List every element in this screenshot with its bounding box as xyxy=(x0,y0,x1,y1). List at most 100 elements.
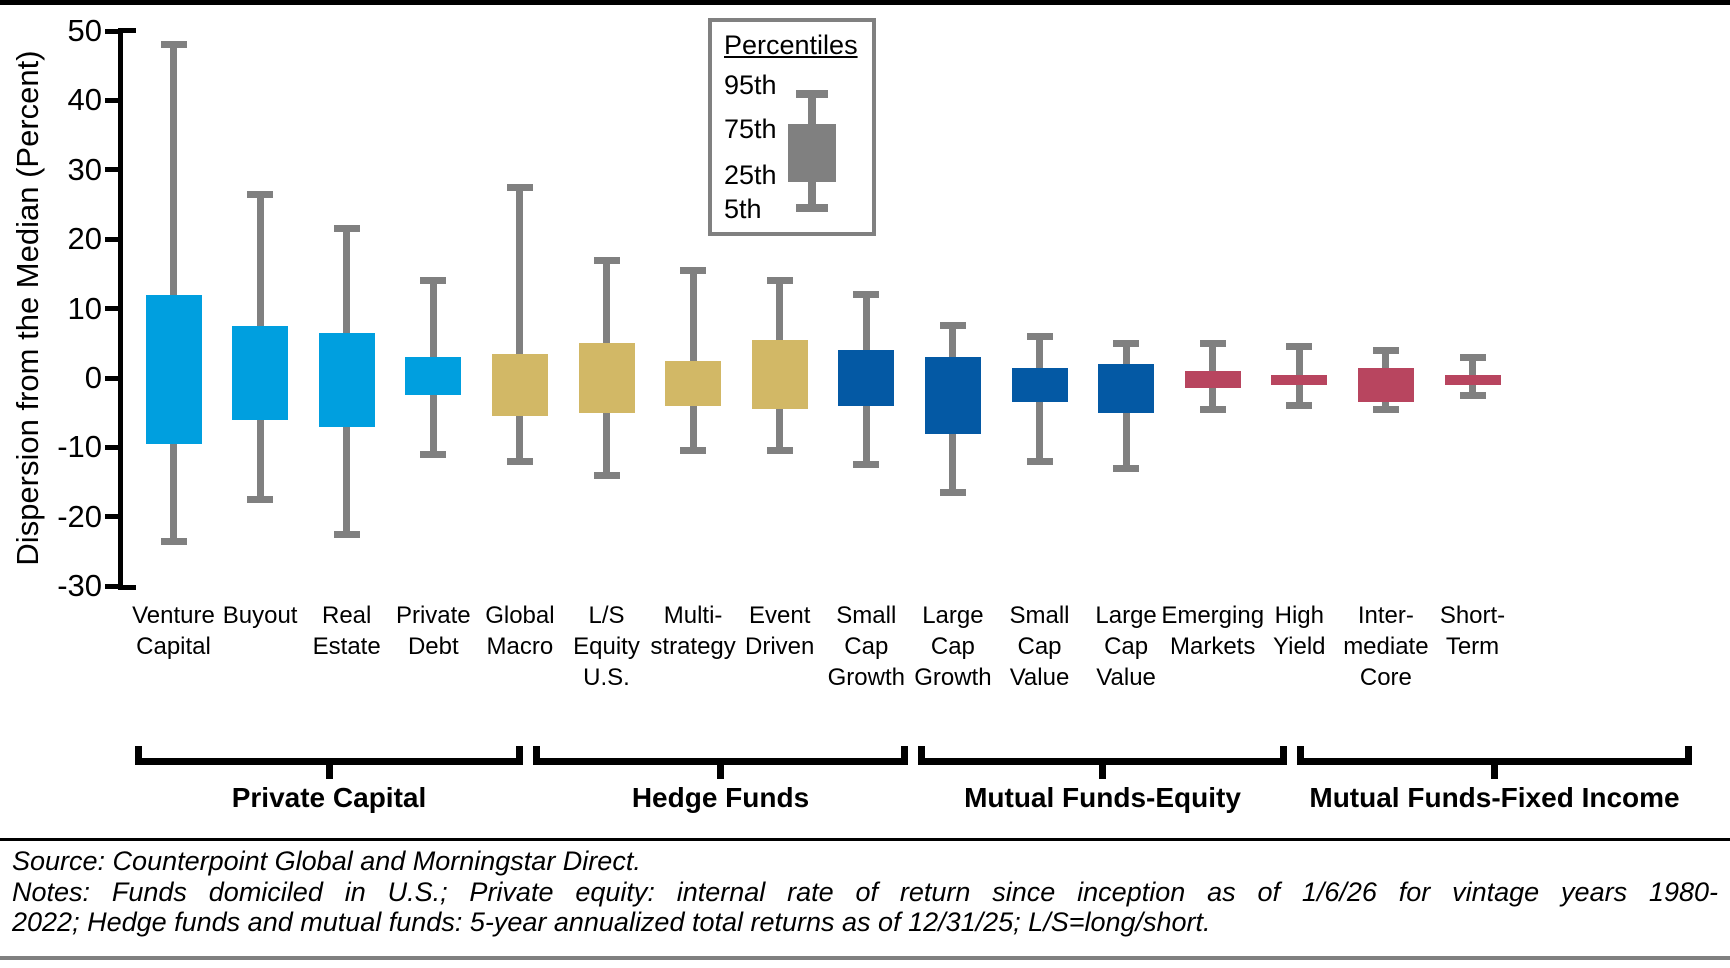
y-tick-label: 10 xyxy=(67,290,102,326)
x-category-label-line: Small xyxy=(836,602,897,629)
whisker-cap-p95 xyxy=(766,277,793,285)
legend-label-95th: 95th xyxy=(724,70,777,100)
whisker-cap-p5 xyxy=(247,495,274,503)
whisker-cap-p5 xyxy=(853,461,880,469)
x-category-label-line: Short- xyxy=(1439,602,1506,629)
bracket-bar xyxy=(1297,758,1692,765)
whisker-cap-p95 xyxy=(333,225,360,233)
legend-whisker-cap-top xyxy=(796,90,828,98)
x-category-label-line: Cap xyxy=(1017,633,1062,660)
whisker-cap-p5 xyxy=(420,450,447,458)
x-category-label: Buyout xyxy=(202,600,318,631)
y-tick-label: -10 xyxy=(57,429,102,465)
box-p75-p25 xyxy=(751,339,808,410)
x-category-label: Short- Term xyxy=(1415,600,1531,662)
whisker xyxy=(170,44,177,542)
x-category-label-line: Growth xyxy=(914,664,992,691)
x-category-label: Small Cap Value xyxy=(982,600,1098,693)
legend-iqr-box xyxy=(788,124,836,182)
x-category-label-line: U.S. xyxy=(583,664,630,691)
whisker-cap-p95 xyxy=(506,183,533,191)
whisker-cap-p95 xyxy=(1372,346,1399,354)
x-category-label-line: Venture xyxy=(132,602,215,629)
whisker xyxy=(516,187,524,462)
bracket-left-riser xyxy=(1297,746,1304,765)
x-category-label-line: Debt xyxy=(407,633,459,660)
box-p75-p25 xyxy=(578,343,635,413)
legend: Percentiles 95th 75th 25th 5th xyxy=(708,18,876,236)
x-category-label-line: Equity xyxy=(573,633,640,660)
whisker-cap-p5 xyxy=(593,471,620,479)
y-tick-label: 40 xyxy=(67,82,102,118)
bracket-center-nub xyxy=(717,765,724,779)
x-category-label-line: Large xyxy=(1095,602,1157,629)
y-tick-mark xyxy=(105,514,119,520)
x-category-label: Emerging Markets xyxy=(1155,600,1271,662)
bracket-center-nub xyxy=(1099,765,1106,779)
notes-divider-line xyxy=(0,838,1730,841)
whisker-cap-p95 xyxy=(593,256,620,264)
x-category-label-line: Value xyxy=(1096,664,1156,691)
whisker-cap-p95 xyxy=(420,277,447,285)
x-category-label-line: Driven xyxy=(745,633,815,660)
legend-label-5th: 5th xyxy=(724,194,762,224)
whisker-cap-p5 xyxy=(766,447,793,455)
x-category-label: L/S Equity U.S. xyxy=(549,600,665,693)
whisker-cap-p5 xyxy=(1286,402,1313,410)
x-category-label-line: Markets xyxy=(1170,633,1256,660)
box-p75-p25 xyxy=(1271,374,1328,385)
x-category-label-line: Growth xyxy=(827,664,905,691)
x-category-label: Venture Capital xyxy=(116,600,232,662)
x-category-label-line: Value xyxy=(1009,664,1070,691)
y-tick-label: 0 xyxy=(84,360,102,395)
legend-label-25th: 25th xyxy=(724,160,777,190)
bracket-right-riser xyxy=(901,746,908,765)
y-tick-mark xyxy=(105,28,119,34)
group-label: Mutual Funds-Fixed Income xyxy=(1309,782,1680,813)
source-text: Source: Counterpoint Global and Mornings… xyxy=(12,846,641,876)
whisker-cap-p5 xyxy=(939,489,966,496)
whisker-cap-p95 xyxy=(160,41,187,49)
x-category-label-line: Inter- xyxy=(1357,602,1414,629)
y-tick-mark xyxy=(105,444,119,450)
y-tick-mark xyxy=(105,236,119,242)
y-tick-mark xyxy=(105,375,119,381)
whisker-cap-p95 xyxy=(939,322,966,330)
bracket-right-riser xyxy=(516,746,523,765)
y-tick-label: 20 xyxy=(67,221,102,257)
whisker-cap-p95 xyxy=(1113,339,1140,347)
y-tick-mark xyxy=(105,306,119,312)
legend-label-75th: 75th xyxy=(724,114,777,144)
y-tick-mark xyxy=(105,583,119,589)
x-category-label: Small Cap Growth xyxy=(808,600,924,693)
x-category-label: Real Estate xyxy=(289,600,405,662)
x-category-label-line: Estate xyxy=(312,633,381,660)
box-p75-p25 xyxy=(1098,364,1155,413)
x-category-label-line: Cap xyxy=(930,633,975,660)
notes-text-line1: Notes: Funds domiciled in U.S.; Private … xyxy=(12,877,1718,907)
x-category-label-line: Global xyxy=(485,602,555,629)
box-p75-p25 xyxy=(1444,374,1501,385)
x-category-label: High Yield xyxy=(1241,600,1357,662)
bracket-left-riser xyxy=(533,746,540,765)
bottom-border-line xyxy=(0,956,1730,960)
box-p75-p25 xyxy=(318,332,375,427)
whisker-cap-p5 xyxy=(506,457,533,465)
bracket-center-nub xyxy=(325,765,333,779)
whisker-cap-p95 xyxy=(1286,343,1313,351)
y-tick-mark xyxy=(105,97,119,103)
box-p75-p25 xyxy=(491,353,548,417)
box-p75-p25 xyxy=(665,360,722,406)
y-tick-mark xyxy=(105,167,119,173)
whisker-cap-p5 xyxy=(1372,405,1399,413)
whisker-cap-p95 xyxy=(1199,339,1226,347)
y-tick-label: -20 xyxy=(57,498,102,534)
x-category-label-line: Capital xyxy=(136,633,211,660)
box-p75-p25 xyxy=(1184,371,1241,389)
bracket-center-nub xyxy=(1491,765,1498,779)
whisker-cap-p5 xyxy=(1026,457,1053,465)
x-category-label-line: Event xyxy=(749,602,811,629)
x-category-label-line: Private xyxy=(395,602,471,629)
x-category-label-line: Small xyxy=(1009,602,1070,629)
